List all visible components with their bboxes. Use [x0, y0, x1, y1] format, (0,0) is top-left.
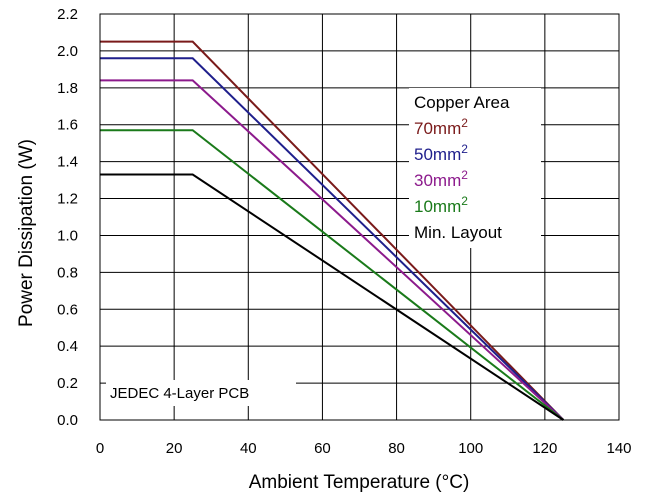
annotation-text: JEDEC 4-Layer PCB — [110, 385, 249, 402]
legend-background — [409, 88, 541, 248]
y-tick-label: 1.8 — [57, 80, 78, 97]
x-tick-label: 0 — [96, 440, 104, 457]
x-tick-label: 40 — [240, 440, 257, 457]
x-tick-label: 80 — [388, 440, 405, 457]
legend-item: 30mm2 — [414, 168, 468, 190]
x-tick-label: 100 — [458, 440, 483, 457]
legend: Copper Area 70mm2 50mm2 30mm2 10mm2 Min. Lay… — [409, 88, 541, 248]
y-tick-label: 0.8 — [57, 264, 78, 281]
x-tick-label: 120 — [532, 440, 557, 457]
series-line — [100, 173, 564, 421]
annotation-background — [106, 380, 296, 406]
legend-item: 50mm2 — [414, 142, 468, 164]
legend-item: 70mm2 — [414, 116, 468, 138]
x-tick-label: 20 — [166, 440, 183, 457]
legend-item: 10mm2 — [414, 194, 468, 216]
y-tick-label: 1.4 — [57, 154, 78, 171]
x-tick-label: 60 — [314, 440, 331, 457]
y-tick-label: 0.2 — [57, 375, 78, 392]
y-tick-label: 2.0 — [57, 43, 78, 60]
series-layer — [100, 40, 565, 421]
series-line — [100, 79, 565, 421]
y-tick-label: 0.6 — [57, 301, 78, 318]
y-tick-label: 0.4 — [57, 338, 78, 355]
series-line — [100, 40, 565, 421]
y-tick-labels: 0.0 0.2 0.4 0.6 0.8 1.0 1.2 1.4 1.6 1.8 2.0 2.2 — [57, 6, 78, 429]
legend-item: Min. Layout — [414, 223, 502, 242]
y-tick-label: 0.0 — [57, 412, 78, 429]
y-axis-title: Power Dissipation (W) — [16, 139, 37, 327]
y-tick-label: 1.0 — [57, 227, 78, 244]
plot-frame — [99, 13, 620, 421]
y-tick-label: 1.2 — [57, 191, 78, 208]
x-tick-labels: 0 20 40 60 80 100 120 140 — [96, 440, 632, 457]
y-tick-label: 2.2 — [57, 6, 78, 23]
series-line — [100, 129, 565, 421]
legend-title: Copper Area — [414, 93, 510, 112]
annotation: JEDEC 4-Layer PCB — [106, 380, 296, 406]
y-tick-label: 1.6 — [57, 117, 78, 134]
x-tick-label: 140 — [606, 440, 631, 457]
x-axis-title: Ambient Temperature (°C) — [249, 472, 470, 493]
series-line — [100, 57, 565, 421]
